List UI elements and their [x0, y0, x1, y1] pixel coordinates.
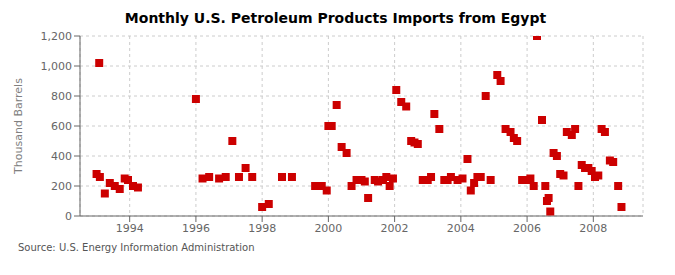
svg-text:1996: 1996	[182, 222, 210, 235]
svg-text:2004: 2004	[447, 222, 475, 235]
svg-text:1,200: 1,200	[41, 30, 73, 43]
svg-text:2008: 2008	[579, 222, 607, 235]
svg-text:400: 400	[51, 150, 72, 163]
svg-text:1,000: 1,000	[41, 60, 73, 73]
html-text:Source: U.S. Energy Informatio: Source: U.S. Energy Information Administ…	[18, 242, 255, 253]
svg-text:600: 600	[51, 120, 72, 133]
svg-text:2002: 2002	[381, 222, 409, 235]
html-text:Monthly U.S. Petroleum Product: Monthly U.S. Petroleum Products Imports …	[124, 10, 547, 26]
svg-text:200: 200	[51, 180, 72, 193]
svg-text:1998: 1998	[248, 222, 276, 235]
svg-text:0: 0	[65, 210, 72, 223]
svg-text:Thousand Barrels: Thousand Barrels	[12, 78, 25, 175]
svg-text:800: 800	[51, 90, 72, 103]
svg-text:1994: 1994	[116, 222, 144, 235]
svg-text:2000: 2000	[314, 222, 342, 235]
svg-text:2006: 2006	[513, 222, 541, 235]
